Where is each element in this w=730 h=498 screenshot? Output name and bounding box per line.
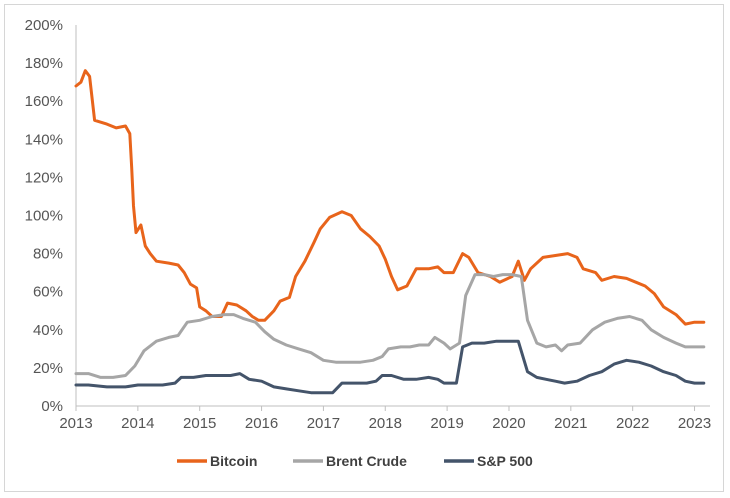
legend-label: Bitcoin	[210, 453, 257, 469]
x-tick-label: 2021	[554, 415, 587, 432]
y-tick-label: 0%	[41, 398, 63, 415]
x-tick-label: 2016	[245, 415, 278, 432]
x-tick-label: 2017	[307, 415, 340, 432]
y-tick-label: 160%	[25, 93, 63, 110]
legend: Bitcoin Brent Crude S&P 500	[177, 453, 533, 469]
series-line-bitcoin	[74, 69, 706, 326]
y-tick-label: 80%	[33, 246, 63, 263]
x-tick-label: 2014	[121, 415, 154, 432]
x-tick-label: 2018	[369, 415, 402, 432]
chart-frame	[4, 4, 724, 492]
y-tick-label: 20%	[33, 360, 63, 377]
series-line-s-p-500	[74, 339, 706, 395]
y-tick-label: 60%	[33, 284, 63, 301]
y-tick-label: 180%	[25, 55, 63, 72]
y-tick-label: 120%	[25, 169, 63, 186]
y-tick-label: 200%	[25, 17, 63, 34]
x-tick-label: 2019	[430, 415, 463, 432]
legend-label: Brent Crude	[326, 453, 407, 469]
x-tick-label: 2015	[183, 415, 216, 432]
series-lines	[74, 69, 706, 395]
y-tick-label: 100%	[25, 208, 63, 225]
y-tick-labels: 0% 20% 40% 60% 80% 100% 120% 140% 160% 180% 200%	[25, 17, 63, 415]
y-tick-label: 40%	[33, 322, 63, 339]
x-tick-label: 2023	[678, 415, 711, 432]
y-tick-label: 140%	[25, 131, 63, 148]
series-line-brent-crude	[74, 273, 706, 379]
x-tick-label: 2020	[492, 415, 525, 432]
legend-label: S&P 500	[477, 453, 533, 469]
x-tick-label: 2022	[616, 415, 649, 432]
x-tick-labels: 2013 2014 2015 2016 2017 2018 2019 2020 2021 2022…	[59, 406, 711, 432]
x-tick-label: 2013	[59, 415, 92, 432]
